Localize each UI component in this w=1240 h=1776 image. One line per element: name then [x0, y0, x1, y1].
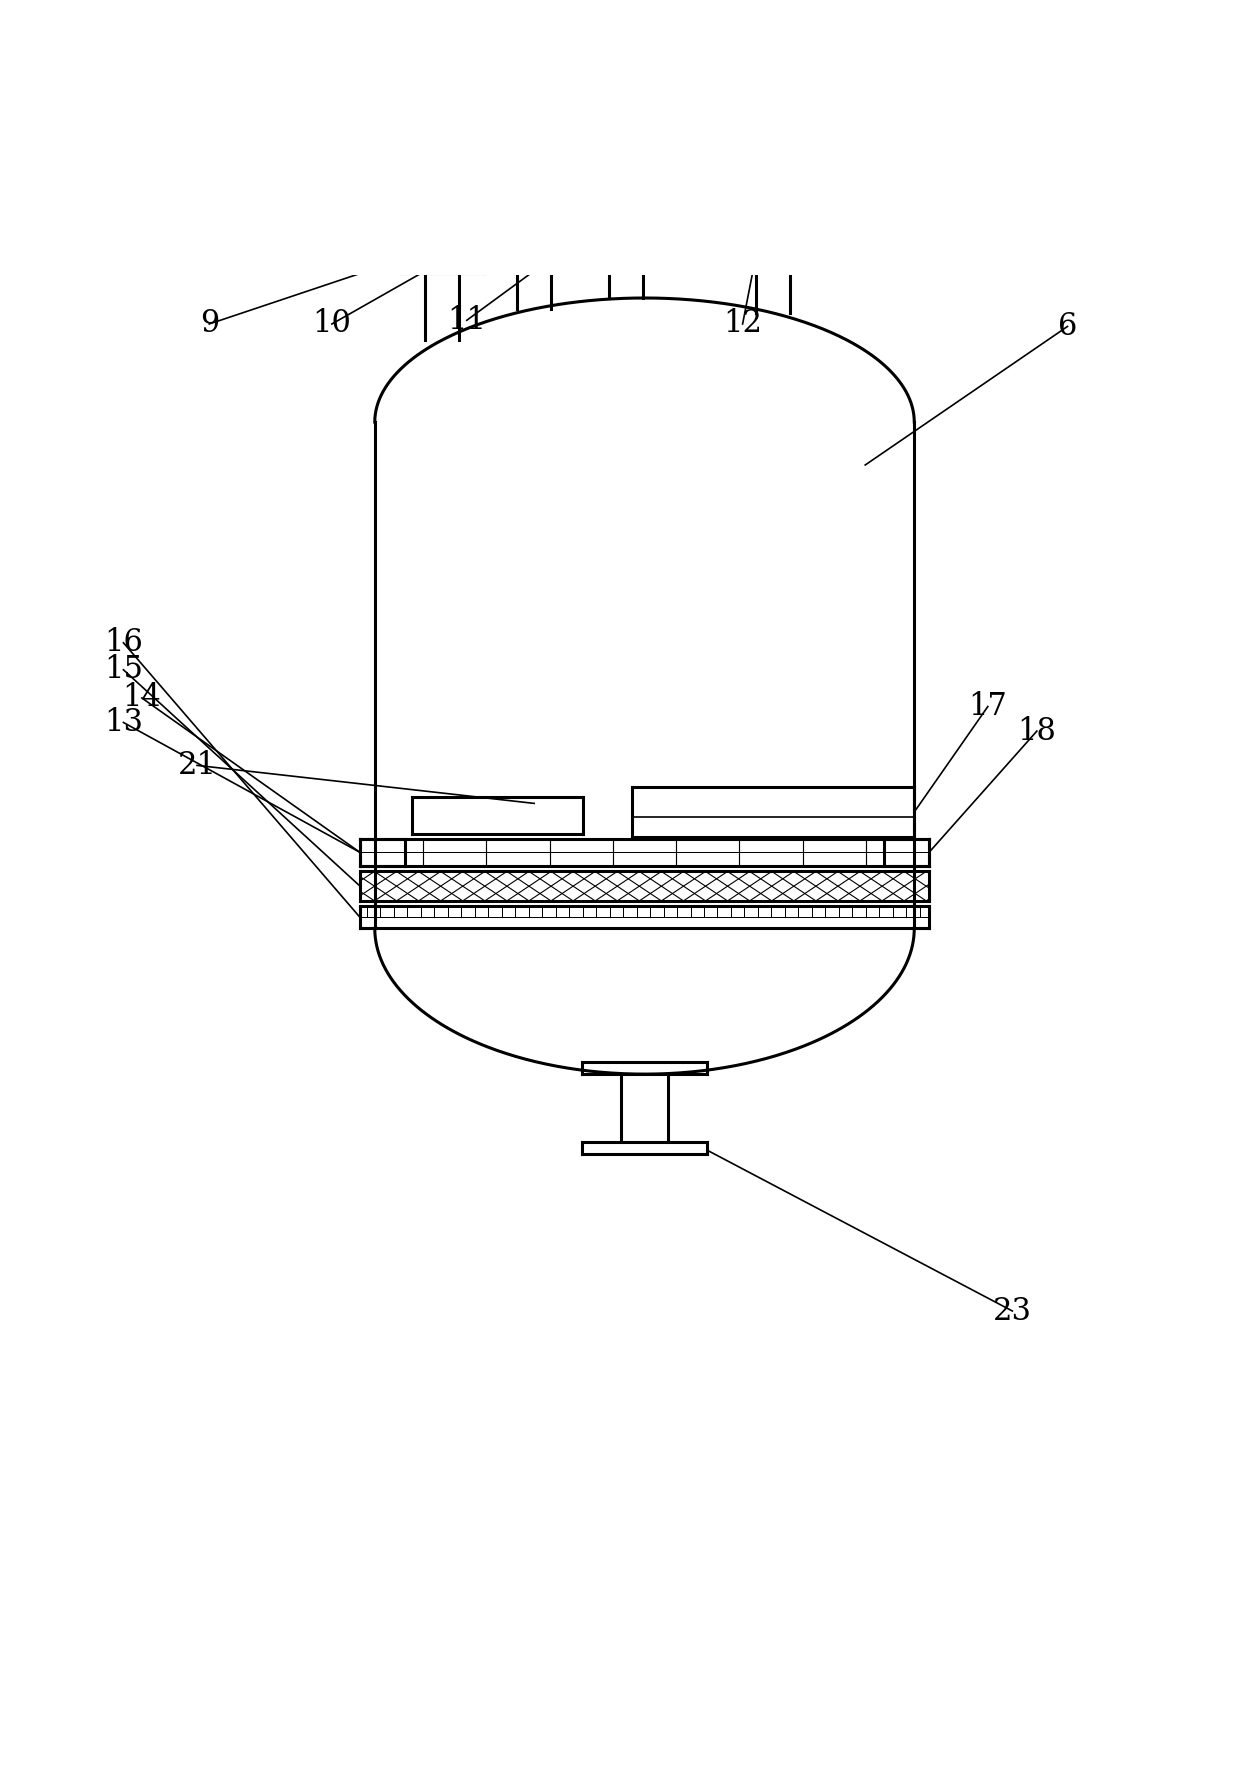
Text: 9: 9 [200, 309, 219, 339]
Text: 10: 10 [312, 309, 351, 339]
Text: 14: 14 [123, 682, 161, 714]
Text: 17: 17 [968, 691, 1007, 723]
Text: 12: 12 [723, 309, 763, 339]
Text: 11: 11 [448, 305, 486, 336]
Text: 21: 21 [177, 749, 217, 781]
Text: 23: 23 [993, 1295, 1032, 1327]
Text: 16: 16 [104, 627, 143, 659]
Text: 15: 15 [104, 654, 143, 686]
Text: 13: 13 [104, 707, 143, 739]
Text: 6: 6 [1058, 311, 1078, 343]
Text: 18: 18 [1018, 716, 1056, 746]
